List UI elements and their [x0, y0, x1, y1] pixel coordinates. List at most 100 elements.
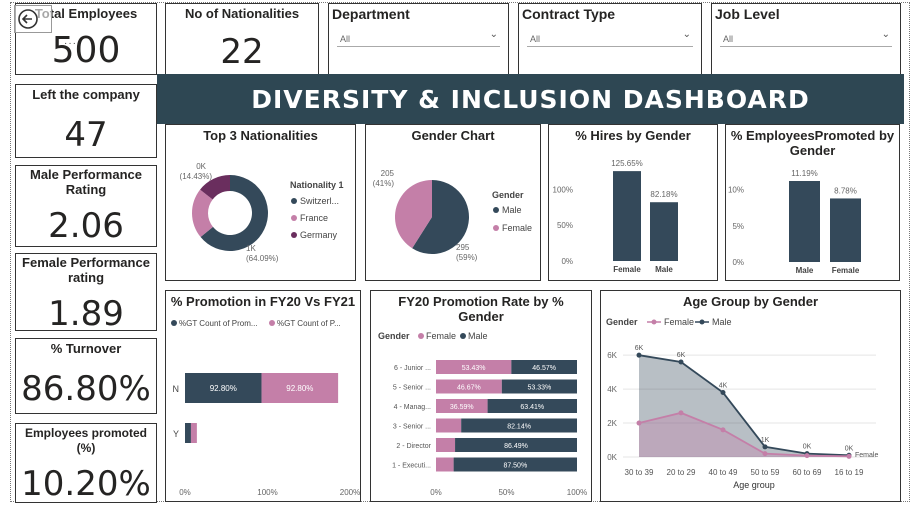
donut-slice[interactable]	[200, 175, 230, 200]
bar-segment[interactable]	[436, 379, 502, 394]
data-label: 92.80%	[286, 384, 313, 393]
bar-segment[interactable]	[511, 360, 577, 374]
kpi-label: No of Nationalities	[184, 6, 300, 21]
data-point[interactable]	[720, 390, 726, 396]
dropdown-value: All	[340, 34, 351, 44]
data-point[interactable]	[762, 444, 768, 450]
kpi-label: Employees promoted (%)	[24, 426, 148, 455]
y-tick-label: 3 - Senior ...	[393, 424, 431, 431]
slice-label: (41%)	[373, 179, 395, 188]
y-tick-label: 6 - Junior ...	[394, 365, 431, 372]
bar-segment[interactable]	[436, 360, 512, 374]
dropdown-value: All	[723, 34, 734, 44]
hires-bar-chart: 100% 50% 0% 125.65% Female 82.18% Male	[553, 159, 678, 274]
legend-marker	[269, 320, 275, 326]
slicer-contract-type[interactable]: Contract Type All ⌄	[518, 3, 702, 75]
legend-entry[interactable]: %GT Count of Prom...	[179, 319, 258, 328]
data-label: 63.41%	[520, 404, 544, 411]
bar-segment[interactable]	[501, 379, 577, 394]
job-level-dropdown[interactable]: All ⌄	[720, 29, 892, 47]
y-tick-label: 4K	[607, 385, 617, 394]
data-point[interactable]	[762, 451, 768, 457]
bar-segment[interactable]	[436, 457, 454, 472]
chart-title: % EmployeesPromoted by Gender	[730, 128, 895, 158]
data-point[interactable]	[678, 410, 684, 416]
x-tick-label: 30 to 39	[625, 468, 654, 477]
y-tick-label: 0K	[607, 453, 617, 462]
bar-segment[interactable]	[436, 438, 456, 452]
legend-title: Gender	[378, 331, 410, 341]
donut-slice[interactable]	[200, 175, 268, 251]
y-tick-label: 0%	[732, 258, 744, 267]
bar-segment[interactable]	[185, 373, 262, 403]
x-tick-label: Female	[613, 265, 641, 274]
bar-segment[interactable]	[461, 418, 577, 433]
x-tick-label: 20 to 29	[667, 468, 696, 477]
legend-marker	[493, 225, 499, 231]
legend-entry[interactable]: Female	[426, 331, 456, 341]
bar-segment[interactable]	[453, 457, 577, 472]
legend-entry[interactable]: Male	[468, 331, 488, 341]
pie-slice[interactable]	[412, 180, 469, 254]
bar[interactable]	[613, 171, 641, 261]
bar[interactable]	[789, 180, 820, 262]
slicer-department[interactable]: Department All ⌄	[328, 3, 509, 75]
slice-label: 1K	[246, 244, 256, 253]
promoted-bar-chart: 10% 5% 0% 11.19% Male 8.78% Female	[728, 169, 861, 275]
bar[interactable]	[830, 198, 861, 262]
legend-entry[interactable]: Male	[502, 205, 522, 215]
back-button[interactable]	[14, 5, 52, 33]
data-label: 8.78%	[834, 186, 857, 195]
data-label: 125.65%	[611, 159, 643, 168]
x-tick-label: 100%	[257, 488, 277, 497]
department-dropdown[interactable]: All ⌄	[337, 29, 500, 47]
x-tick-label: 16 to 19	[835, 468, 864, 477]
gender-pie: Gender Male Female 205 (41%) 295 (59%)	[373, 169, 532, 262]
bar-segment[interactable]	[487, 399, 577, 413]
kpi-value: 47	[64, 115, 108, 155]
slicer-label: Job Level	[715, 6, 780, 22]
legend-marker-dot	[651, 319, 657, 325]
data-point[interactable]	[720, 427, 726, 433]
donut-slice[interactable]	[192, 189, 213, 238]
kpi-label: Female Performance rating	[22, 255, 150, 285]
chart-title: Gender Chart	[411, 128, 495, 143]
legend-entry[interactable]: %GT Count of P...	[277, 319, 341, 328]
legend-entry[interactable]: Germany	[300, 230, 338, 240]
contract-type-dropdown[interactable]: All ⌄	[527, 29, 693, 47]
bar-segment[interactable]	[436, 418, 462, 433]
bar-segment[interactable]	[436, 399, 488, 413]
data-point[interactable]	[636, 352, 642, 358]
data-label: 86.49%	[504, 443, 528, 450]
x-tick-label: 200%	[340, 488, 360, 497]
series-line[interactable]	[638, 354, 850, 457]
kpi-female-performance: Female Performance rating 1.89	[15, 253, 157, 334]
x-tick-label: Female	[832, 266, 860, 275]
promoted-by-gender-chart: % EmployeesPromoted by Gender 10% 5% 0% 11.…	[725, 124, 900, 281]
pie-slice[interactable]	[394, 180, 432, 249]
data-label: 46.57%	[532, 365, 556, 372]
y-tick-label: 0%	[561, 257, 573, 266]
bar-segment[interactable]	[261, 373, 339, 403]
bar-segment[interactable]	[190, 423, 197, 443]
data-point[interactable]	[678, 359, 684, 365]
data-point[interactable]	[636, 420, 642, 426]
bar-segment[interactable]	[185, 423, 191, 443]
data-label: 6K	[635, 345, 644, 352]
legend-entry[interactable]: France	[300, 213, 328, 223]
data-point[interactable]	[804, 453, 810, 459]
legend-entry[interactable]: Female	[502, 223, 532, 233]
x-tick-label: 50 to 59	[751, 468, 780, 477]
data-point[interactable]	[846, 453, 852, 459]
bar[interactable]	[650, 202, 678, 261]
legend-entry[interactable]: Switzerl...	[300, 196, 339, 206]
bar-segment[interactable]	[455, 438, 577, 452]
series-line[interactable]	[638, 411, 850, 458]
kpi-value: 1.89	[48, 294, 124, 334]
slicer-job-level[interactable]: Job Level All ⌄	[711, 3, 901, 75]
x-tick-label: 100%	[567, 488, 587, 497]
more-options-icon[interactable]: ···	[64, 38, 77, 49]
legend-entry[interactable]: Male	[712, 317, 732, 327]
nationalities-donut: Nationality 1 Switzerl... France Germany 0…	[180, 162, 344, 263]
legend-entry[interactable]: Female	[664, 317, 694, 327]
